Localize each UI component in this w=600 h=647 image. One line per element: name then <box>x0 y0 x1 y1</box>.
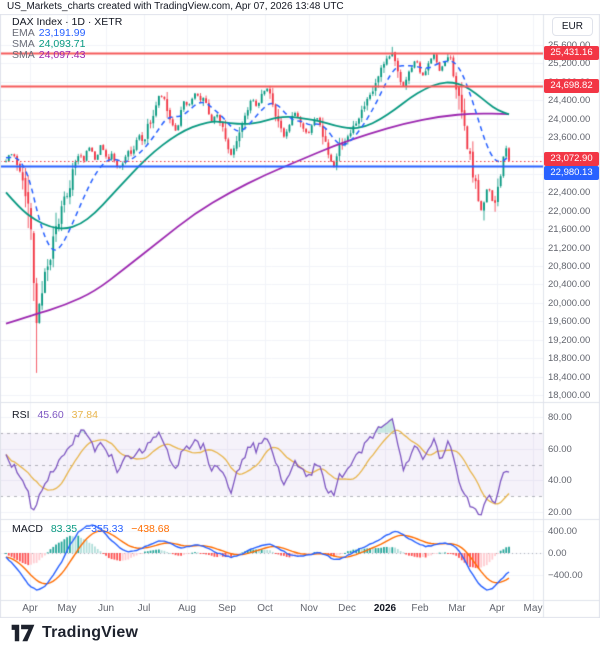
price-axis-label: 22,400.00 <box>548 187 591 199</box>
time-axis-label: Sep <box>218 603 236 614</box>
macd-signal-value: −438.68 <box>131 523 170 535</box>
price-level-badge-0: 25,431.16 <box>544 45 599 60</box>
time-axis-label: Dec <box>338 603 356 614</box>
sma-slow-value: 24,097.43 <box>38 49 86 61</box>
macd-line-value: −355.33 <box>85 523 124 535</box>
price-axis-label: 22,000.00 <box>548 205 591 217</box>
rsi-legend[interactable]: RSI 45.60 37.84 <box>12 409 103 421</box>
sma-fast-label: SMA <box>12 38 35 50</box>
rsi-ma-value: 37.84 <box>71 409 98 421</box>
macd-axis-label: 400.00 <box>548 526 578 538</box>
macd-label: MACD <box>12 523 43 535</box>
price-axis-label: 21,200.00 <box>548 242 591 254</box>
time-axis-label: Jun <box>97 603 115 614</box>
rsi-axis-label: 60.00 <box>548 443 572 455</box>
sma-slow-label: SMA <box>12 49 35 61</box>
sma-fast-value: 24,093.71 <box>38 38 86 50</box>
time-axis-label: Apr <box>22 603 38 614</box>
price-level-badge-1: 24,698.82 <box>544 79 599 94</box>
rsi-label: RSI <box>12 409 30 421</box>
ema-value: 23,191.99 <box>38 27 86 39</box>
price-axis-label: 18,400.00 <box>548 371 591 383</box>
time-axis-label: 2026 <box>373 603 397 614</box>
time-axis-label: May <box>57 603 77 614</box>
macd-hist-value: 83.35 <box>50 523 78 535</box>
rsi-axis-label: 40.00 <box>548 475 572 487</box>
price-axis-label: 19,200.00 <box>548 334 591 346</box>
time-axis-label: Feb <box>411 603 429 614</box>
time-axis-label: Jul <box>137 603 151 614</box>
time-axis-label: Apr <box>489 603 505 614</box>
main-legend[interactable]: DAX Index · 1D · XETR EMA 23,191.99 SMA 24… <box>12 17 122 61</box>
price-level-badge-3: 22,980.13 <box>544 165 599 180</box>
price-axis-label: 24,400.00 <box>548 95 591 107</box>
price-axis-label: 19,600.00 <box>548 316 591 328</box>
price-axis-scale[interactable]: 25,600.0025,200.0024,800.0024,400.0024,0… <box>543 14 600 600</box>
price-axis-label: 18,000.00 <box>548 389 591 401</box>
chart-canvas[interactable] <box>0 14 600 618</box>
time-axis-label: May <box>523 603 543 614</box>
price-axis-label: 21,600.00 <box>548 224 591 236</box>
price-level-badge-2: 23,072.90 <box>544 152 599 167</box>
currency-button[interactable]: EUR <box>551 17 593 36</box>
price-axis-label: 23,600.00 <box>548 132 591 144</box>
price-axis-label: 25,200.00 <box>548 58 591 70</box>
macd-axis-label: −400.00 <box>548 569 583 581</box>
time-axis-label: Nov <box>300 603 318 614</box>
price-axis-label: 20,000.00 <box>548 297 591 309</box>
time-axis-label: Oct <box>257 603 273 614</box>
price-axis-label: 20,800.00 <box>548 261 591 273</box>
rsi-axis-label: 80.00 <box>548 412 572 424</box>
price-axis-label: 18,800.00 <box>548 353 591 365</box>
symbol-title[interactable]: DAX Index · 1D · XETR <box>12 16 123 28</box>
price-axis-label: 24,000.00 <box>548 113 591 125</box>
rsi-axis-label: 20.00 <box>548 507 572 519</box>
watermark-footer: TradingView <box>0 618 600 647</box>
time-axis-label: Mar <box>448 603 466 614</box>
tradingview-brand-text[interactable]: TradingView <box>42 623 139 641</box>
ema-label: EMA <box>12 27 35 39</box>
tradingview-logo-icon[interactable] <box>11 624 35 642</box>
chart-header-title: US_Markets_charts created with TradingVi… <box>7 1 344 12</box>
price-axis-label: 25,600.00 <box>548 40 590 51</box>
macd-legend[interactable]: MACD 83.35 −355.33 −438.68 <box>12 523 174 535</box>
legend-row-sma-slow[interactable]: SMA 24,097.43 <box>12 50 122 61</box>
time-axis-scale[interactable]: Apr May Jun Jul Aug Sep Oct Nov Dec 2026 Feb Mar Apr… <box>0 600 543 618</box>
time-axis-label: Aug <box>178 603 196 614</box>
macd-axis-label: 0.00 <box>548 547 567 559</box>
legend-row-ema[interactable]: EMA 23,191.99 <box>12 28 122 39</box>
price-axis-label: 20,400.00 <box>548 279 591 291</box>
rsi-value: 45.60 <box>37 409 64 421</box>
legend-row-sma-fast[interactable]: SMA 24,093.71 <box>12 39 122 50</box>
chart-area: DAX Index · 1D · XETR EMA 23,191.99 SMA 24… <box>0 14 600 618</box>
